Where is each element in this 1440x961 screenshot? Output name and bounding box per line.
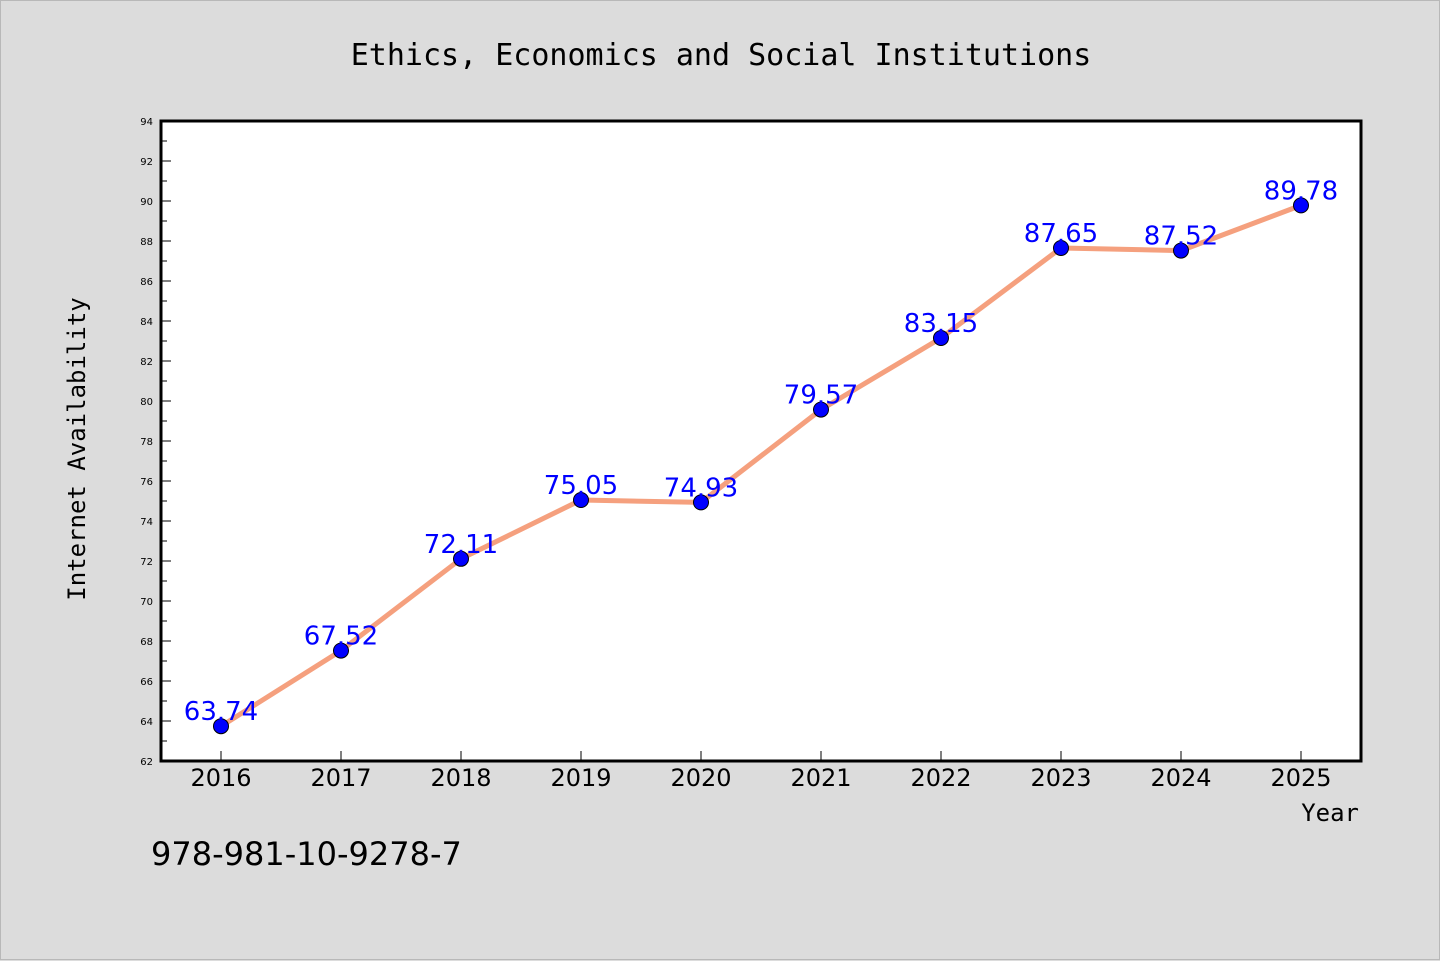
isbn-footer: 978-981-10-9278-7 — [151, 835, 462, 873]
data-label: 87.65 — [1024, 219, 1098, 249]
data-point — [453, 550, 469, 567]
x-axis-label: Year — [1301, 799, 1359, 827]
data-label: 67.52 — [304, 622, 378, 652]
series-line — [218, 202, 1304, 729]
y-tick-label: 84 — [140, 317, 153, 328]
data-point — [1053, 240, 1069, 256]
x-axis: 2016 2017 2018 2019 2020 2021 2022 2023 2024 2025 — [190, 751, 1332, 792]
y-axis: 62 64 66 68 70 72 74 76 78 80 82 84 86 88 90 92 94 — [140, 117, 171, 768]
data-label: 63.74 — [184, 697, 258, 727]
data-label: 89.78 — [1264, 176, 1338, 206]
data-point — [573, 492, 589, 508]
y-tick-label: 74 — [140, 517, 153, 528]
x-tick-label: 2018 — [430, 764, 491, 792]
x-tick-label: 2022 — [910, 764, 971, 792]
y-tick-label: 70 — [140, 597, 153, 608]
data-label: 74.93 — [664, 473, 738, 503]
y-tick-label: 76 — [140, 477, 153, 488]
plot-area — [159, 119, 1363, 763]
y-tick-label: 94 — [140, 117, 153, 128]
data-label: 87.52 — [1144, 222, 1218, 252]
y-tick-label: 72 — [140, 557, 153, 568]
x-tick-label: 2019 — [550, 764, 611, 792]
y-axis-label: Internet Availability — [63, 297, 91, 600]
data-point — [1293, 197, 1309, 214]
y-tick-label: 80 — [140, 397, 153, 408]
y-tick-label: 66 — [140, 677, 153, 688]
data-point — [213, 718, 229, 735]
x-tick-label: 2023 — [1030, 764, 1091, 792]
data-label: 83.15 — [904, 309, 978, 339]
data-point — [333, 642, 349, 659]
data-point — [693, 494, 709, 511]
y-tick-label: 86 — [140, 277, 153, 288]
y-tick-label: 64 — [140, 717, 153, 728]
y-tick-label: 62 — [140, 757, 153, 768]
x-tick-label: 2025 — [1270, 764, 1331, 792]
data-point — [813, 401, 829, 418]
data-point — [1173, 242, 1189, 259]
chart-title: Ethics, Economics and Social Institution… — [351, 38, 1092, 73]
x-tick-label: 2024 — [1150, 764, 1211, 792]
y-tick-label: 92 — [140, 157, 153, 168]
y-tick-label: 82 — [140, 357, 153, 368]
data-label: 79.57 — [784, 381, 858, 411]
x-tick-label: 2017 — [310, 764, 371, 792]
x-tick-label: 2016 — [190, 764, 251, 792]
x-tick-label: 2020 — [670, 764, 731, 792]
data-label: 72.11 — [424, 530, 498, 560]
series-layer: 63.74 67.52 72.11 75.05 74.93 79.57 83.15 87.65… — [184, 176, 1338, 735]
y-tick-label: 88 — [140, 237, 153, 248]
x-tick-label: 2021 — [790, 764, 851, 792]
y-tick-label: 78 — [140, 437, 153, 448]
data-point — [933, 330, 949, 346]
y-tick-label: 90 — [140, 197, 153, 208]
data-label: 75.05 — [544, 471, 618, 501]
y-tick-label: 68 — [140, 637, 153, 648]
